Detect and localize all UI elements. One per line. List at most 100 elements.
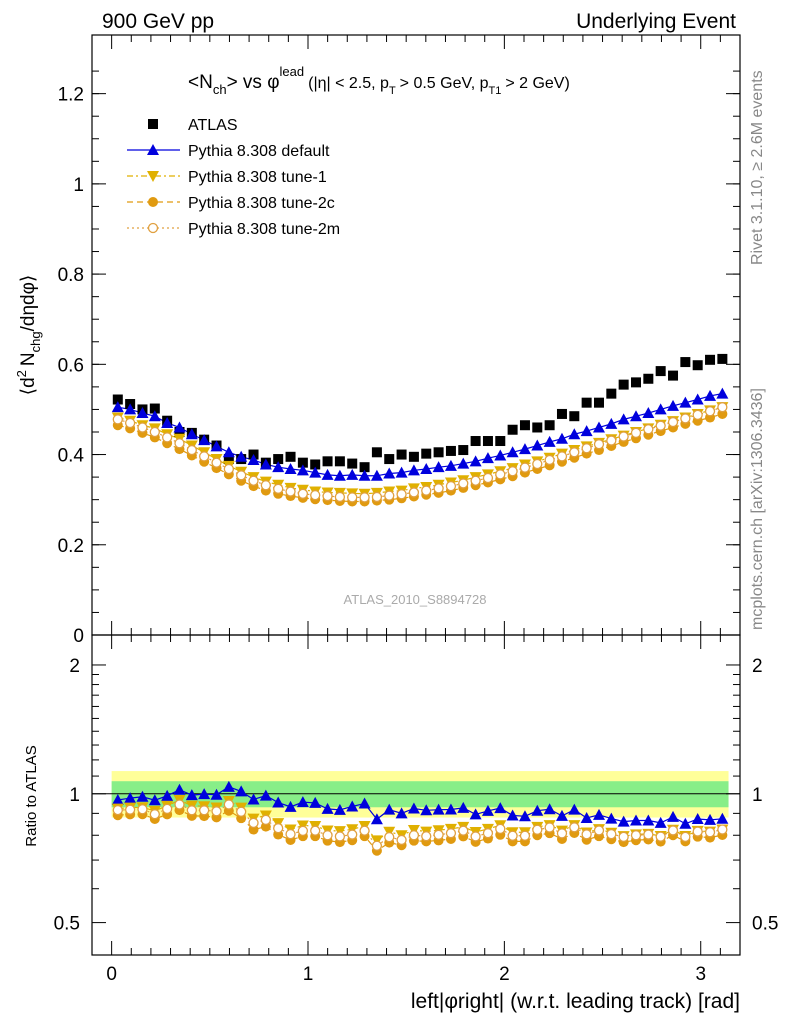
ratio-point-3 [692, 826, 703, 837]
ratio-line-1 [117, 799, 723, 842]
ratio-point-3 [458, 825, 469, 836]
ratio-point-0 [494, 802, 507, 814]
data-point-1 [259, 458, 272, 470]
data-point-1 [494, 449, 507, 461]
mcplots-label: mcplots.cern.ch [arXiv:1306.3436] [749, 388, 766, 630]
ratio-point-0 [580, 811, 593, 823]
ratio-point-3 [433, 829, 444, 840]
ratio-point-3 [396, 834, 407, 846]
data-point-1 [617, 413, 630, 425]
data-point-0 [408, 451, 419, 462]
data-point-0 [680, 357, 691, 368]
data-point-4 [667, 416, 679, 428]
ratio-point-3 [236, 806, 247, 817]
ratio-point-0 [148, 794, 161, 806]
data-point-0 [371, 447, 382, 458]
main-title: <Nch> vs φlead(|η| < 2.5, pT > 0.5 GeV, p… [188, 64, 570, 97]
data-point-4 [297, 488, 309, 499]
ratio-point-0 [568, 803, 581, 815]
ratio-ytick-label: 2 [69, 656, 80, 677]
data-point-1 [284, 462, 297, 474]
data-point-4 [519, 462, 531, 473]
series-line-2 [117, 406, 723, 495]
ratio-point-3 [384, 831, 395, 843]
data-point-0 [668, 370, 679, 381]
data-point-1 [136, 407, 149, 419]
data-point-1 [395, 466, 408, 478]
data-point-0 [285, 451, 296, 462]
data-point-1 [235, 450, 248, 462]
data-point-4 [124, 417, 136, 429]
data-point-4 [260, 480, 272, 491]
ratio-point-0 [173, 783, 186, 795]
ratio-point-0 [469, 808, 482, 820]
legend-marker [148, 197, 158, 207]
main-ytick-label: 0.8 [58, 265, 84, 286]
data-point-1 [555, 432, 568, 444]
ratio-point-0 [691, 813, 704, 825]
header-right: Underlying Event [576, 10, 736, 33]
legend-entry: ATLAS [188, 117, 238, 134]
data-point-0 [532, 422, 543, 433]
ratio-point-3 [421, 831, 432, 842]
ratio-point-0 [531, 804, 544, 816]
ratio-point-3 [519, 830, 531, 841]
ratio-point-3 [569, 822, 580, 833]
data-point-0 [445, 445, 456, 456]
ratio-point-0 [383, 803, 396, 815]
ratio-point-0 [124, 792, 137, 804]
data-point-0 [507, 424, 518, 435]
ratio-point-3 [149, 809, 160, 820]
data-point-4 [445, 480, 457, 492]
data-point-1 [444, 459, 457, 471]
ratio-point-0 [518, 810, 531, 822]
ratio-point-3 [680, 831, 691, 843]
ratio-point-0 [592, 808, 605, 820]
ratio-point-3 [643, 829, 654, 840]
data-point-4 [680, 413, 691, 424]
data-point-1 [580, 425, 593, 437]
main-ytick-label: 0 [73, 626, 84, 647]
data-point-4 [223, 463, 234, 475]
data-point-0 [655, 366, 666, 377]
data-point-0 [631, 377, 642, 388]
ratio-point-0 [444, 803, 457, 815]
ratio-point-0 [407, 802, 420, 814]
data-point-4 [199, 451, 210, 462]
ratio-point-0 [136, 790, 149, 802]
data-point-1 [383, 467, 396, 479]
data-point-0 [618, 379, 629, 390]
data-point-1 [296, 464, 309, 476]
data-point-1 [161, 416, 174, 428]
data-point-4 [211, 457, 222, 468]
data-point-1 [506, 446, 519, 458]
data-point-0 [519, 420, 530, 431]
ratio-point-3 [297, 825, 309, 837]
ratio-point-0 [284, 800, 297, 812]
data-point-4 [137, 422, 148, 433]
data-point-4 [384, 490, 395, 501]
data-point-4 [186, 444, 197, 456]
ratio-point-0 [432, 803, 445, 815]
data-point-4 [433, 483, 444, 494]
data-point-1 [481, 452, 494, 464]
legend-entry: Pythia 8.308 tune-2m [188, 221, 340, 238]
ratio-point-0 [247, 793, 260, 805]
data-point-1 [432, 461, 445, 473]
data-point-4 [532, 458, 543, 470]
main-ytick-label: 0.2 [58, 536, 84, 557]
ratio-point-3 [470, 831, 481, 842]
ratio-point-3 [655, 831, 666, 842]
data-point-1 [148, 410, 161, 422]
data-point-1 [309, 466, 322, 478]
ratio-point-3 [223, 799, 234, 810]
data-point-0 [297, 457, 308, 468]
ratio-point-0 [654, 816, 667, 828]
ratio-point-3 [273, 823, 284, 834]
legend-marker [147, 144, 159, 155]
ratio-point-0 [617, 815, 630, 827]
data-point-4 [149, 426, 160, 438]
data-point-1 [679, 396, 692, 408]
data-point-4 [482, 472, 494, 484]
data-point-1 [457, 457, 470, 469]
